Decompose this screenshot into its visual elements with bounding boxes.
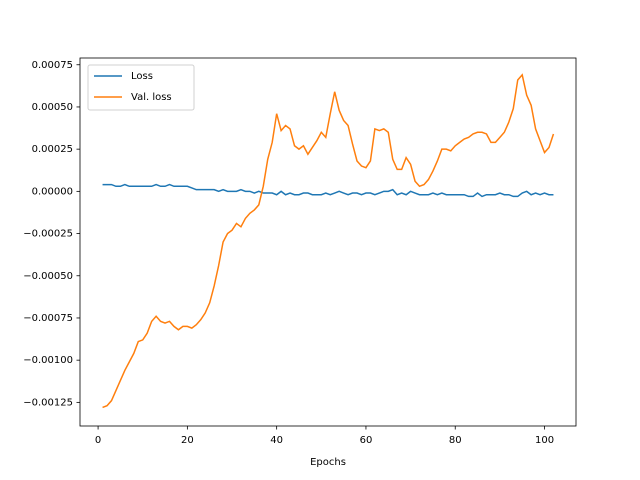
y-tick-label: −0.00100 xyxy=(23,355,73,366)
y-tick-label: 0.00025 xyxy=(32,144,73,155)
y-tick-label: 0.00050 xyxy=(32,102,73,113)
y-tick-label: 0.00075 xyxy=(32,60,73,71)
y-tick-label: −0.00075 xyxy=(23,313,73,324)
y-tick-label: −0.00050 xyxy=(23,271,73,282)
series-line xyxy=(102,183,554,198)
y-tick-label: 0.00000 xyxy=(32,186,73,197)
legend-label: Loss xyxy=(131,71,153,82)
x-tick-label: 60 xyxy=(360,435,373,446)
x-tick-label: 80 xyxy=(449,435,462,446)
x-tick-label: 0 xyxy=(95,435,101,446)
series-line xyxy=(102,73,555,409)
legend-label: Val. loss xyxy=(131,92,172,103)
y-tick-label: −0.00125 xyxy=(23,397,73,408)
x-tick-label: 20 xyxy=(181,435,194,446)
plot-area xyxy=(79,57,577,427)
x-axis-label: Epochs xyxy=(310,457,346,468)
x-tick-label: 40 xyxy=(270,435,283,446)
x-tick-label: 100 xyxy=(535,435,554,446)
y-tick-label: −0.00025 xyxy=(23,229,73,240)
